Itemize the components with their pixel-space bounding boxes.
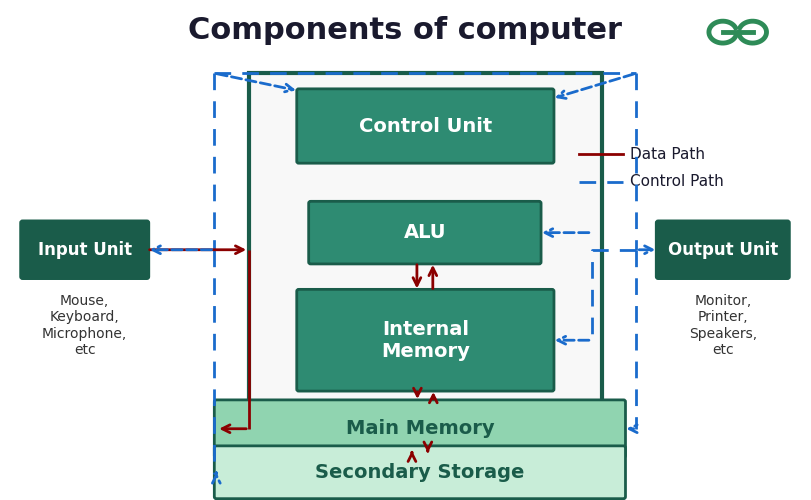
- FancyBboxPatch shape: [214, 400, 625, 458]
- Text: Main Memory: Main Memory: [345, 419, 494, 438]
- Text: Control Unit: Control Unit: [358, 116, 492, 136]
- Bar: [249, 73, 602, 424]
- Text: Output Unit: Output Unit: [667, 241, 778, 259]
- Text: Monitor,
Printer,
Speakers,
etc: Monitor, Printer, Speakers, etc: [689, 294, 757, 357]
- FancyBboxPatch shape: [309, 202, 541, 264]
- Text: ALU: ALU: [404, 223, 446, 242]
- Text: Internal
Memory: Internal Memory: [381, 320, 470, 360]
- Text: Secondary Storage: Secondary Storage: [315, 463, 525, 482]
- Text: Input Unit: Input Unit: [37, 241, 131, 259]
- FancyBboxPatch shape: [656, 221, 789, 278]
- FancyBboxPatch shape: [297, 290, 554, 391]
- Text: Data Path: Data Path: [630, 147, 706, 162]
- FancyBboxPatch shape: [297, 89, 554, 163]
- Text: Components of computer: Components of computer: [188, 16, 622, 44]
- Text: Mouse,
Keyboard,
Microphone,
etc: Mouse, Keyboard, Microphone, etc: [42, 294, 127, 357]
- Text: Control Path: Control Path: [630, 174, 724, 190]
- FancyBboxPatch shape: [214, 446, 625, 498]
- FancyBboxPatch shape: [20, 221, 148, 278]
